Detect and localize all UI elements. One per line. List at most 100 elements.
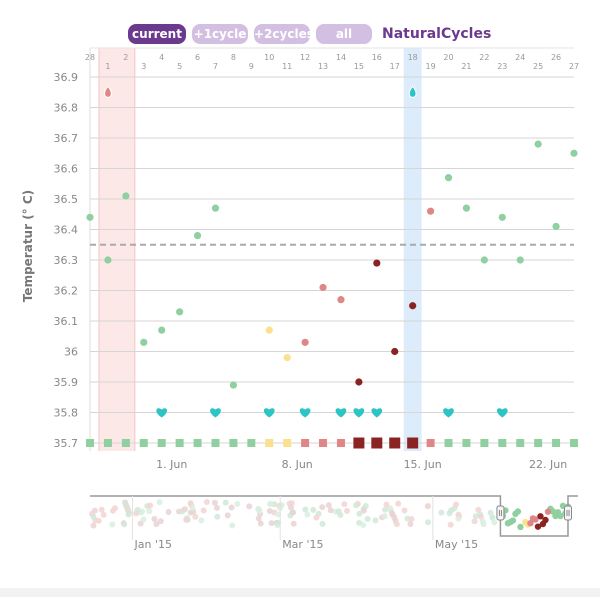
status-square[interactable] <box>516 439 525 447</box>
navigator-history-point <box>313 514 320 521</box>
temperature-point[interactable] <box>319 283 327 292</box>
status-square[interactable] <box>86 439 94 447</box>
status-square[interactable] <box>444 439 453 447</box>
current-cycle-button[interactable]: current <box>128 24 186 44</box>
cycle-day-label: 4 <box>159 53 164 62</box>
temperature-point[interactable] <box>462 204 471 212</box>
temperature-point[interactable] <box>193 232 202 240</box>
navigator-handle[interactable] <box>563 505 572 521</box>
navigator-history-point <box>383 501 390 508</box>
status-square[interactable] <box>534 439 543 447</box>
status-square[interactable] <box>121 439 130 447</box>
navigator-history-point <box>310 506 317 513</box>
navigator-history-point <box>453 501 460 508</box>
status-square[interactable] <box>353 437 365 449</box>
status-square[interactable] <box>407 437 419 449</box>
cycle-day-label: 12 <box>300 53 310 62</box>
status-square[interactable] <box>229 439 238 447</box>
status-square[interactable] <box>301 439 310 447</box>
navigator-history-point <box>147 502 154 509</box>
navigator-history-point <box>189 504 196 511</box>
status-square[interactable] <box>498 439 507 447</box>
heart-markers <box>156 408 508 418</box>
temperature-point[interactable] <box>409 302 417 310</box>
y-axis-title: Temperatur (° C) <box>21 190 35 302</box>
status-square[interactable] <box>265 439 274 447</box>
status-square[interactable] <box>480 439 489 447</box>
navigator-history-point <box>256 508 263 515</box>
status-square[interactable] <box>426 439 435 447</box>
temperature-point[interactable] <box>86 213 94 221</box>
temperature-point[interactable] <box>158 326 166 334</box>
temperature-point[interactable] <box>283 354 291 362</box>
cycle-day-label: 7 <box>213 62 218 71</box>
temperature-point[interactable] <box>426 207 435 215</box>
navigator-history-point <box>382 506 389 513</box>
y-tick-label: 35.9 <box>54 376 79 389</box>
plus-one-cycle-button[interactable]: +1cycle <box>192 24 248 44</box>
temperature-point[interactable] <box>516 256 524 264</box>
temperature-point[interactable] <box>301 338 309 346</box>
navigator-history-point <box>472 513 479 520</box>
navigator-history-point <box>213 504 220 511</box>
navigator-history-point <box>475 506 482 513</box>
temperature-point[interactable] <box>211 204 220 212</box>
cycle-day-label: 20 <box>443 53 453 62</box>
navigator-history-point <box>192 513 199 520</box>
temperature-point[interactable] <box>265 326 273 334</box>
cycle-day-label: 17 <box>390 62 400 71</box>
status-square[interactable] <box>319 439 328 447</box>
status-square[interactable] <box>462 439 471 447</box>
status-square[interactable] <box>175 439 184 447</box>
status-square[interactable] <box>283 439 292 447</box>
navigator-point <box>534 523 542 530</box>
navigator-history-point <box>471 518 478 525</box>
status-square[interactable] <box>193 439 202 447</box>
navigator-history-point <box>214 513 221 520</box>
navigator-history-point <box>268 520 275 527</box>
navigator-handle[interactable] <box>496 505 505 521</box>
navigator-history-point <box>228 504 235 511</box>
temperature-point[interactable] <box>498 213 506 221</box>
navigator-history-point <box>246 503 253 510</box>
status-square[interactable] <box>552 439 561 447</box>
y-tick-label: 36.9 <box>54 71 79 84</box>
navigator-history-point <box>304 511 311 518</box>
status-square[interactable] <box>336 439 345 447</box>
navigator-point <box>517 523 524 531</box>
temperature-point[interactable] <box>229 381 238 389</box>
status-square[interactable] <box>389 437 401 449</box>
cycle-bands <box>98 48 422 451</box>
status-square[interactable] <box>211 439 220 447</box>
temperature-point[interactable] <box>570 149 578 157</box>
heart-icon <box>210 408 221 418</box>
status-square[interactable] <box>247 439 256 447</box>
y-tick-label: 36.8 <box>54 102 79 115</box>
temperature-point[interactable] <box>552 222 560 231</box>
status-square[interactable] <box>157 439 166 447</box>
temperature-point[interactable] <box>534 140 542 148</box>
temperature-point[interactable] <box>373 259 381 267</box>
temperature-point[interactable] <box>355 378 363 386</box>
temperature-point[interactable] <box>480 256 488 264</box>
all-cycles-button[interactable]: all <box>316 24 372 44</box>
temperature-point[interactable] <box>337 296 345 304</box>
status-square[interactable] <box>570 439 578 447</box>
plus-two-cycles-button[interactable]: +2cycles <box>254 24 314 44</box>
status-square[interactable] <box>371 437 383 449</box>
y-tick-label: 36.4 <box>54 224 79 237</box>
cycle-day-label: 21 <box>461 62 471 71</box>
temperature-point[interactable] <box>176 308 184 316</box>
navigator-history-point <box>455 515 462 522</box>
navigator-history-point <box>325 502 332 509</box>
temperature-point[interactable] <box>104 256 112 264</box>
temperature-point[interactable] <box>122 192 130 200</box>
temperature-point[interactable] <box>140 338 148 346</box>
cycle-day-label: 25 <box>533 62 543 71</box>
status-square[interactable] <box>139 439 148 447</box>
status-square[interactable] <box>103 439 112 447</box>
navigator-history-point <box>183 516 190 523</box>
temperature-point[interactable] <box>391 347 399 356</box>
temperature-point[interactable] <box>444 174 453 182</box>
